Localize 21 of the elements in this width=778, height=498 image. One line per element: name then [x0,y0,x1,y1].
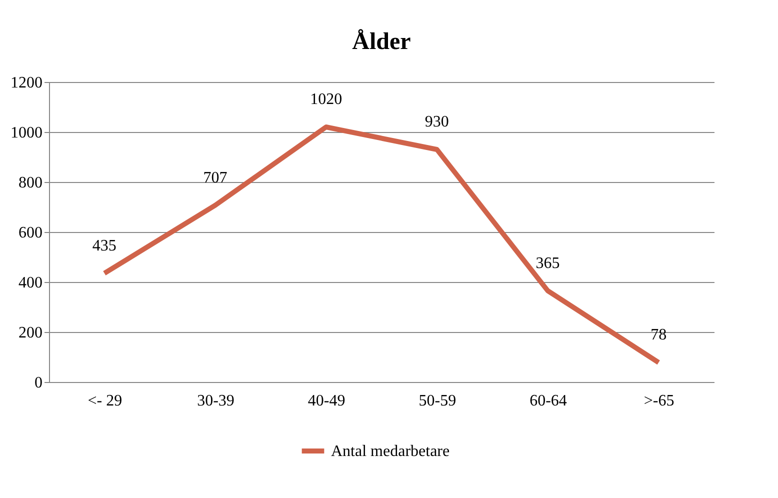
y-tick-label: 0 [34,374,42,392]
data-label: 365 [536,254,560,272]
x-tick-label: 50-59 [418,392,456,410]
data-label: 78 [650,326,667,344]
data-label: 707 [203,169,228,186]
data-label: 1020 [310,91,342,108]
y-tick-label: 1000 [10,124,42,142]
x-tick-label: 40-49 [308,392,346,410]
y-tick-label: 1200 [10,74,42,92]
y-tick-label: 200 [18,324,42,342]
data-label: 930 [424,114,449,130]
chart-title: Ålder [352,29,412,55]
y-tick-label: 400 [18,274,42,292]
x-tick-label: <- 29 [88,392,122,410]
y-tick-label: 600 [18,224,42,242]
x-tick-label: 30-39 [197,392,234,410]
x-tick-label: 60-64 [530,392,567,410]
data-label: 435 [92,237,116,254]
x-tick-label: >-65 [644,392,674,410]
y-tick-label: 800 [18,174,42,192]
legend-label: Antal medarbetare [331,443,450,460]
